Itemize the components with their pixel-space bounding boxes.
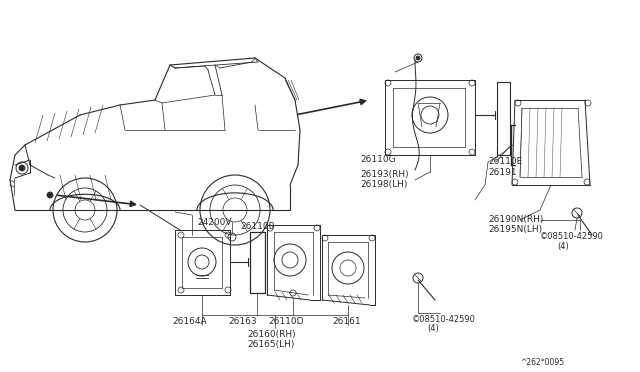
Text: ^262*0095: ^262*0095 bbox=[520, 358, 564, 367]
Circle shape bbox=[416, 56, 420, 60]
Text: 26160(RH): 26160(RH) bbox=[247, 330, 296, 339]
Circle shape bbox=[47, 192, 53, 198]
Text: 26110G: 26110G bbox=[360, 155, 396, 164]
Text: 26165(LH): 26165(LH) bbox=[247, 340, 294, 349]
Text: 26161: 26161 bbox=[332, 317, 360, 326]
Text: 26110B: 26110B bbox=[240, 222, 275, 231]
Text: 24200V: 24200V bbox=[197, 218, 232, 227]
Text: 26110E: 26110E bbox=[488, 157, 522, 166]
Text: (4): (4) bbox=[427, 324, 439, 333]
Text: 26198(LH): 26198(LH) bbox=[360, 180, 408, 189]
Text: 26163: 26163 bbox=[228, 317, 257, 326]
Text: 26164A: 26164A bbox=[172, 317, 207, 326]
Text: 26191: 26191 bbox=[488, 168, 516, 177]
Circle shape bbox=[19, 165, 25, 171]
Text: 26110D: 26110D bbox=[268, 317, 303, 326]
Text: (4): (4) bbox=[557, 242, 569, 251]
Text: ©08510-42590: ©08510-42590 bbox=[540, 232, 604, 241]
Text: 26193(RH): 26193(RH) bbox=[360, 170, 408, 179]
Text: 26190N(RH): 26190N(RH) bbox=[488, 215, 543, 224]
Text: ©08510-42590: ©08510-42590 bbox=[412, 315, 476, 324]
Text: 26195N(LH): 26195N(LH) bbox=[488, 225, 542, 234]
